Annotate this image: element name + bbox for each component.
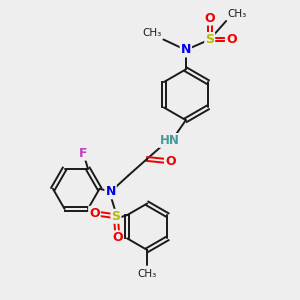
Text: F: F bbox=[79, 147, 88, 160]
Text: O: O bbox=[204, 11, 215, 25]
Text: CH₃: CH₃ bbox=[138, 268, 157, 278]
Text: S: S bbox=[112, 210, 121, 223]
Text: O: O bbox=[89, 207, 100, 220]
Text: CH₃: CH₃ bbox=[228, 9, 247, 19]
Text: HN: HN bbox=[160, 134, 179, 147]
Text: S: S bbox=[205, 33, 214, 46]
Text: O: O bbox=[226, 33, 236, 46]
Text: O: O bbox=[165, 155, 175, 168]
Text: N: N bbox=[181, 44, 191, 56]
Text: O: O bbox=[112, 231, 123, 244]
Text: CH₃: CH₃ bbox=[143, 28, 162, 38]
Text: N: N bbox=[105, 185, 116, 198]
